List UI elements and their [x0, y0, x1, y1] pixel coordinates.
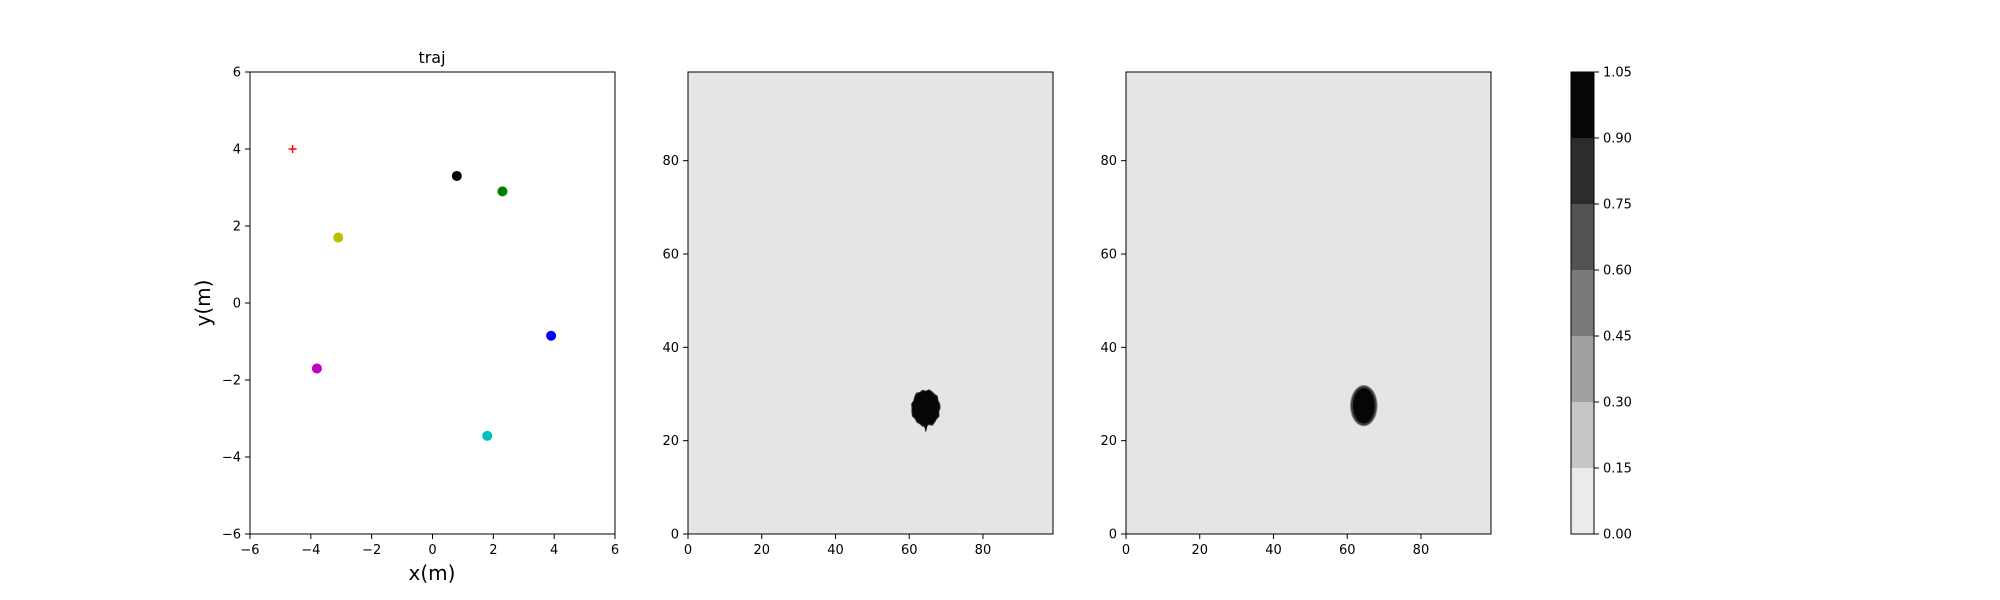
y-tick-label: 80 [1100, 154, 1117, 169]
colorbar-frame [1570, 71, 1595, 535]
x-tick-label: 0 [684, 543, 692, 558]
x-tick-label: 60 [1339, 543, 1356, 558]
heatmap-a-y-ticks: 0 20 40 60 80 [662, 154, 688, 543]
colorbar-band [1571, 270, 1594, 336]
x-tick-label: −6 [240, 543, 259, 558]
colorbar-tick-label: 0.45 [1603, 330, 1632, 345]
x-tick-label: 0 [428, 543, 436, 558]
colorbar-band [1571, 138, 1594, 204]
heatmap-a-background [688, 72, 1053, 534]
colorbar-band [1571, 336, 1594, 402]
heatmap-a-frame [687, 71, 1054, 535]
trajectory-y-ticks: −6 −4 −2 0 2 4 6 [222, 66, 250, 543]
x-tick-label: −2 [362, 543, 381, 558]
heatmap-b-y-ticks: 0 20 40 60 80 [1100, 154, 1126, 543]
trajectory-x-ticks: −6 −4 −2 0 2 4 6 [240, 534, 619, 558]
x-tick-label: 40 [1265, 543, 1282, 558]
y-tick-label: 60 [662, 248, 679, 263]
x-tick-label: −4 [301, 543, 320, 558]
x-axis-label: x(m) [409, 561, 456, 585]
trajectory-point [311, 363, 322, 374]
colorbar-band [1571, 72, 1594, 138]
y-tick-label: 0 [1109, 528, 1117, 543]
y-tick-label: 20 [662, 434, 679, 449]
heatmap-b-panel: 0 20 40 60 80 0 20 40 60 80 [1100, 71, 1492, 558]
y-tick-label: 40 [662, 341, 679, 356]
x-tick-label: 0 [1122, 543, 1130, 558]
colorbar-tick-label: 0.15 [1603, 462, 1632, 477]
heatmap-b-background [1126, 72, 1491, 534]
y-tick-label: 0 [233, 297, 241, 312]
trajectory-points [288, 145, 557, 441]
y-axis-label: y(m) [191, 280, 215, 327]
colorbar-bands [1571, 72, 1594, 534]
x-tick-label: 20 [1191, 543, 1208, 558]
trajectory-plot-frame [249, 71, 616, 535]
trajectory-point [546, 330, 557, 341]
start-marker [288, 145, 297, 153]
colorbar-tick-label: 1.05 [1603, 66, 1632, 81]
colorbar-band [1571, 468, 1594, 534]
heatmap-b-x-ticks: 0 20 40 60 80 [1122, 534, 1429, 558]
y-tick-label: −6 [222, 528, 241, 543]
heatmap-b-frame [1125, 71, 1492, 535]
heatmap-a-panel: 0 20 40 60 80 0 20 40 60 80 [662, 71, 1054, 558]
colorbar-tick-label: 0.60 [1603, 264, 1632, 279]
y-tick-label: −4 [222, 451, 241, 466]
trajectory-panel: traj −6 −4 −2 0 2 4 6 −6 −4 −2 0 2 4 6 x(m) y(m) [191, 48, 619, 585]
heatmap-a-x-ticks: 0 20 40 60 80 [684, 534, 991, 558]
colorbar-band [1571, 204, 1594, 270]
y-tick-label: 0 [671, 528, 679, 543]
colorbar-band [1571, 402, 1594, 468]
trajectory-point [451, 170, 462, 181]
x-tick-label: 2 [489, 543, 497, 558]
blob-core [1353, 388, 1375, 424]
blob-core [911, 390, 940, 426]
trajectory-title: traj [418, 48, 445, 67]
y-tick-label: 6 [233, 66, 241, 81]
heatmap-a-blob [911, 389, 941, 433]
x-tick-label: 80 [975, 543, 992, 558]
colorbar-ticks: 0.00 0.15 0.30 0.45 0.60 0.75 0.90 1.05 [1594, 66, 1632, 543]
x-tick-label: 80 [1413, 543, 1430, 558]
y-tick-label: 20 [1100, 434, 1117, 449]
trajectory-point [482, 430, 493, 441]
colorbar-tick-label: 0.30 [1603, 396, 1632, 411]
trajectory-point [333, 232, 344, 243]
y-tick-label: −2 [222, 374, 241, 389]
blob-tail [923, 424, 928, 433]
y-tick-label: 80 [662, 154, 679, 169]
x-tick-label: 4 [550, 543, 558, 558]
x-tick-label: 6 [611, 543, 619, 558]
y-tick-label: 2 [233, 220, 241, 235]
colorbar-tick-label: 0.75 [1603, 198, 1632, 213]
colorbar: 0.00 0.15 0.30 0.45 0.60 0.75 0.90 1.05 [1570, 66, 1632, 543]
x-tick-label: 40 [827, 543, 844, 558]
colorbar-tick-label: 0.00 [1603, 528, 1632, 543]
heatmap-b-blob [1350, 385, 1378, 427]
colorbar-tick-label: 0.90 [1603, 132, 1632, 147]
y-tick-label: 4 [233, 143, 241, 158]
trajectory-point [497, 186, 508, 197]
y-tick-label: 40 [1100, 341, 1117, 356]
x-tick-label: 20 [753, 543, 770, 558]
y-tick-label: 60 [1100, 248, 1117, 263]
x-tick-label: 60 [901, 543, 918, 558]
